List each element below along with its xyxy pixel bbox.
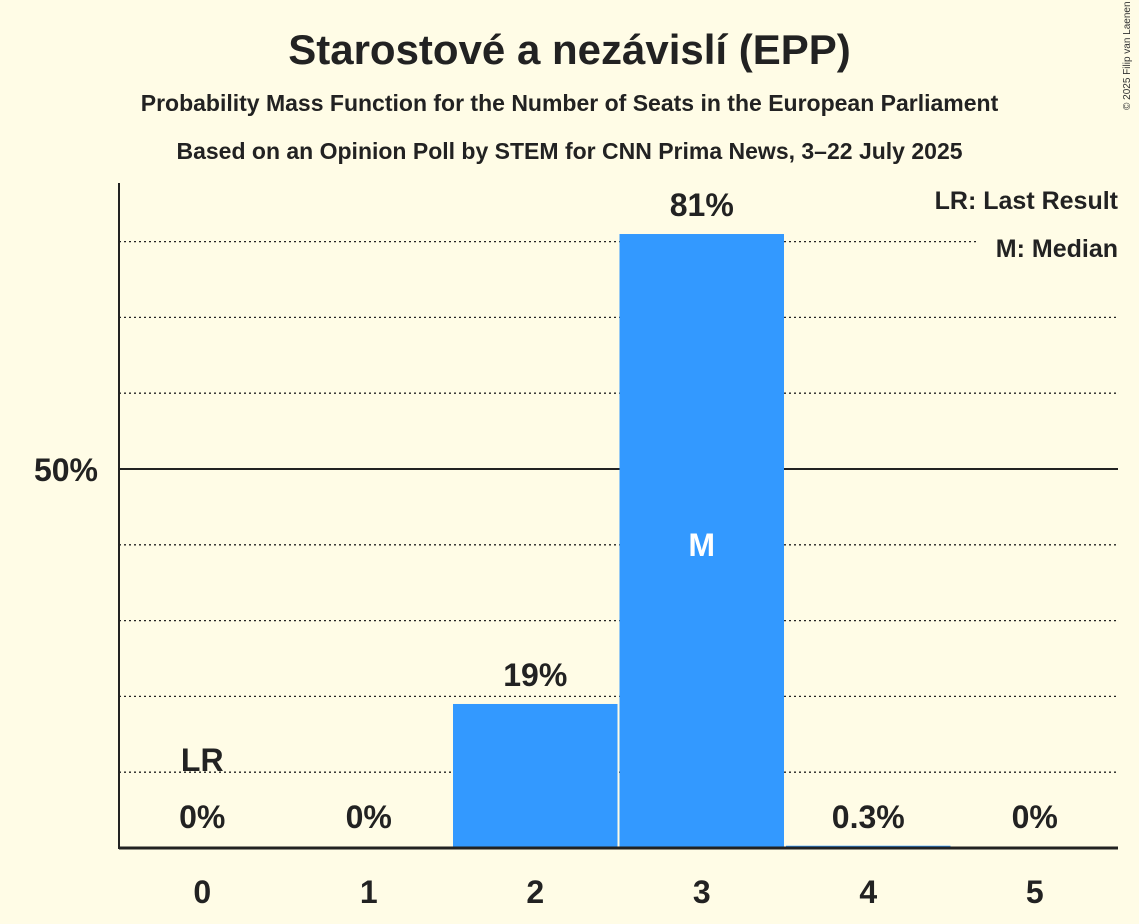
bar	[453, 703, 618, 848]
median-marker: M	[688, 527, 715, 563]
value-label: 0.3%	[832, 799, 905, 835]
value-label: 0%	[179, 799, 225, 835]
x-tick-label: 4	[859, 874, 877, 910]
x-tick-label: 2	[526, 874, 544, 910]
value-label: 0%	[346, 799, 392, 835]
chart-source: Based on an Opinion Poll by STEM for CNN…	[176, 138, 963, 164]
legend-bg	[933, 183, 1118, 217]
chart-subtitle: Probability Mass Function for the Number…	[140, 90, 999, 116]
x-tick-label: 0	[193, 874, 211, 910]
y-tick-label: 50%	[34, 452, 98, 488]
legend-entry: M: Median	[996, 235, 1118, 263]
value-label: 81%	[670, 187, 734, 223]
value-label: 19%	[503, 657, 567, 693]
last-result-marker: LR	[181, 742, 224, 778]
x-tick-label: 5	[1026, 874, 1044, 910]
x-tick-label: 1	[360, 874, 378, 910]
legend-bg	[978, 231, 1118, 265]
legend-entry: LR: Last Result	[935, 187, 1119, 215]
x-tick-label: 3	[693, 874, 711, 910]
value-label: 0%	[1012, 799, 1058, 835]
bar	[619, 234, 784, 848]
chart-title: Starostové a nezávislí (EPP)	[288, 26, 851, 73]
